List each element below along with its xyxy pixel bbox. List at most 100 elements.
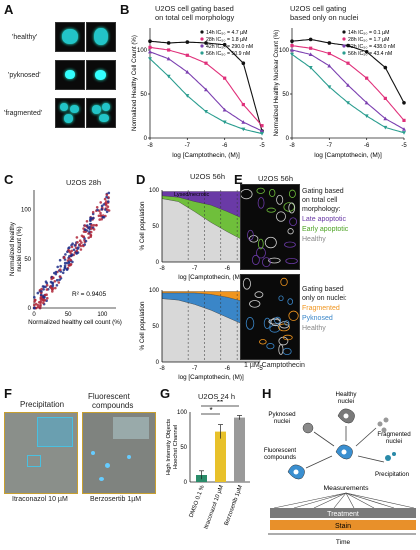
- c-point: [52, 276, 55, 279]
- b-point-1-1: [309, 46, 313, 50]
- b-left-title-2: on total cell morphology: [155, 13, 235, 22]
- b-ytick-label-1: 50: [282, 92, 289, 98]
- b-xtick-label-0: -7: [185, 143, 191, 149]
- d-xlabel-top: log [Camptothecin, (M)]: [178, 274, 244, 281]
- b-point-1-1: [327, 51, 331, 56]
- e-image-bottom: [240, 274, 300, 360]
- d-xtick-label: -8: [159, 266, 165, 272]
- label-pyknosed: 'pyknosed': [8, 72, 41, 79]
- c-point: [33, 306, 36, 310]
- e-legend-healthy-top: Healthy: [302, 236, 326, 243]
- b-point-1-3: [346, 101, 350, 105]
- h-label-pyknosed-1: Pyknosed: [268, 411, 296, 418]
- b-xtick-label-1: -8: [289, 143, 295, 149]
- c-point: [89, 230, 93, 234]
- b-legend-text-0-0: 14h IC₅₀ = 4.7 µM: [206, 30, 247, 36]
- c-point: [100, 208, 103, 211]
- g-bar-1: [215, 431, 226, 482]
- c-ytick-label: 100: [21, 208, 32, 214]
- b-point-1-2: [346, 83, 350, 87]
- b-legend-marker-1-2: [342, 44, 346, 48]
- b-legend-marker-0-0: [200, 30, 204, 34]
- c-scatter-svg: 00 50 50 100 100 R² = 0.9405 Normalized health…: [9, 190, 122, 326]
- c-point: [36, 291, 40, 295]
- b-legend-text-1-3: 56h IC₅₀ = 43.4 nM: [348, 51, 392, 57]
- h-label-fluorescent-2: compounds: [264, 454, 296, 461]
- c-point: [92, 223, 96, 227]
- g-ylabel-2: Hoechst Channel: [173, 425, 179, 469]
- b-legend-marker-0-2: [200, 44, 204, 48]
- b-point-1-0: [402, 101, 406, 105]
- g-ytick-label: 0: [184, 480, 188, 486]
- h-stain-bar: [270, 520, 416, 530]
- b-legend-text-0-3: 56h IC₅₀ = 50.9 nM: [206, 51, 250, 57]
- cell-image-pyknosed-1: [55, 60, 85, 90]
- c-point: [33, 295, 36, 299]
- e-cell-outline: [249, 300, 261, 308]
- c-point: [40, 289, 43, 293]
- c-point: [80, 241, 83, 244]
- b-ytick-label-1: 0: [286, 136, 290, 142]
- panel-letter-h: H: [262, 386, 272, 401]
- e-cell-outline: [266, 207, 276, 213]
- b-point-1-0: [290, 39, 294, 43]
- e-cell-outline: [282, 334, 293, 341]
- c-point: [96, 208, 99, 212]
- c-point: [51, 287, 55, 290]
- c-point: [72, 248, 76, 252]
- h-fan-line: [345, 492, 415, 509]
- c-point: [51, 283, 55, 287]
- c-point: [39, 296, 43, 300]
- b-point-1-3: [364, 114, 369, 118]
- g-title: U2OS 24 h: [198, 392, 236, 401]
- label-fragmented: 'fragmented': [4, 110, 43, 117]
- b-point-0-2: [185, 70, 190, 74]
- c-point: [75, 249, 79, 253]
- b-point-1-1: [346, 61, 350, 65]
- c-point: [105, 193, 109, 197]
- c-point: [59, 268, 62, 271]
- c-point: [42, 285, 46, 288]
- c-xtick-label: 100: [97, 312, 108, 318]
- d-ytick-label: 0: [156, 260, 160, 266]
- b-legend-text-0-2: 42h IC₅₀ = 290.0 nM: [206, 44, 253, 50]
- c-point: [42, 288, 45, 291]
- b-legend-marker-0-3: [200, 51, 204, 55]
- b-right-title-2: based only on nuclei: [290, 13, 359, 22]
- c-point: [53, 280, 57, 283]
- c-point: [90, 223, 93, 227]
- d-xtick-label: -6: [225, 366, 231, 372]
- c-point: [73, 244, 77, 247]
- b-legend-text-1-0: 14h IC₅₀ = 0.1 µM: [348, 30, 389, 36]
- b-xtick-label-1: -5: [401, 143, 407, 149]
- h-label-fluorescent-1: Fluorescent: [264, 447, 297, 454]
- c-point: [100, 217, 103, 221]
- d-ylabel-top: % Cell population: [139, 201, 146, 251]
- g-bar-2: [234, 417, 245, 482]
- h-fan-line: [293, 492, 347, 509]
- f-image-fluorescent: [82, 412, 156, 494]
- b-point-1-3: [402, 131, 406, 135]
- b-point-0-3: [260, 132, 264, 136]
- c-point: [41, 297, 45, 301]
- e-bottom-text-2: only on nuclei:: [302, 295, 347, 302]
- c-point: [68, 250, 72, 253]
- h-treatment-bar: [270, 508, 416, 518]
- h-label-stain: Stain: [335, 523, 351, 530]
- e-cell-outline: [288, 202, 296, 214]
- d-ytick-label: 0: [156, 360, 160, 366]
- c-point: [102, 203, 106, 206]
- c-point: [63, 256, 66, 259]
- c-point: [95, 223, 98, 227]
- b-point-0-0: [185, 40, 190, 44]
- c-point: [63, 261, 67, 265]
- h-arrow-3: [305, 455, 333, 469]
- e-cell-outline: [245, 317, 255, 330]
- e-legend-late: Late apoptotic: [302, 216, 346, 223]
- e-cell-outline: [284, 320, 290, 326]
- e-cell-outline: [279, 321, 290, 329]
- c-point: [91, 210, 95, 214]
- b-legend-marker-0-1: [200, 37, 204, 41]
- g-ylabel-1: High Intensity Objects: [166, 419, 172, 475]
- c-point: [87, 232, 90, 235]
